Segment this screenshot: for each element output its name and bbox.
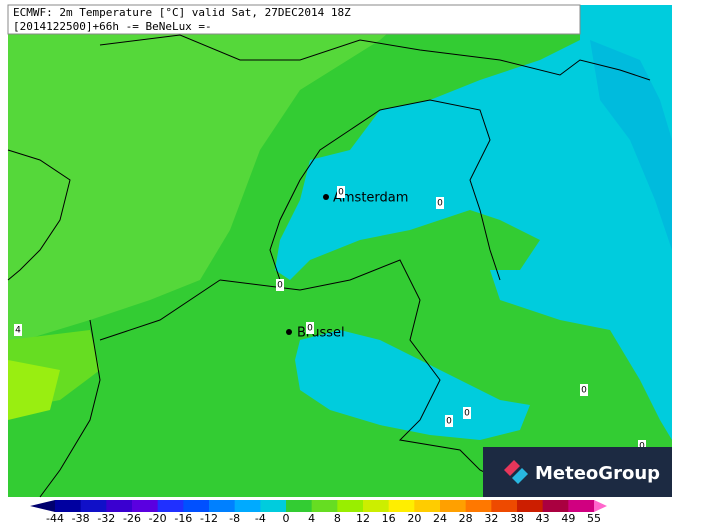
country-border bbox=[219, 259, 521, 491]
contour-label: 0 bbox=[277, 281, 283, 291]
contour-label: 0 bbox=[437, 199, 443, 209]
header-line: ECMWF: 2m Temperature [°C] valid Sat, 27… bbox=[13, 6, 351, 19]
colorbar-segment bbox=[363, 500, 390, 512]
colorbar-tick-label: 20 bbox=[407, 512, 421, 525]
contour-label: 0 bbox=[446, 417, 452, 427]
contour-label: 4 bbox=[15, 326, 21, 336]
coastline bbox=[99, 34, 651, 81]
contour-label-box bbox=[445, 415, 453, 427]
colorbar-segment bbox=[311, 500, 338, 512]
contour-label-box bbox=[463, 407, 471, 419]
colorbar-tick-label: -4 bbox=[255, 512, 266, 525]
colorbar-tick-label: 55 bbox=[587, 512, 601, 525]
colorbar-segment bbox=[414, 500, 441, 512]
colorbar-tick-label: 8 bbox=[334, 512, 341, 525]
colorbar-arrow bbox=[30, 500, 55, 512]
colorbar-tick-label: 49 bbox=[561, 512, 575, 525]
colorbar-segment bbox=[542, 500, 569, 512]
logo-icon bbox=[512, 468, 528, 484]
colorbar-tick-label: -44 bbox=[46, 512, 64, 525]
colorbar-segment bbox=[183, 500, 210, 512]
colorbar-tick-label: -12 bbox=[200, 512, 218, 525]
colorbar-segment bbox=[260, 500, 287, 512]
contour-label: 0 bbox=[464, 409, 470, 419]
country-border bbox=[39, 279, 221, 498]
contour-label-box bbox=[638, 440, 646, 452]
colorbar-tick-label: -8 bbox=[229, 512, 240, 525]
contour-label: 0 bbox=[338, 188, 344, 198]
logo-text: MeteoGroup bbox=[535, 463, 660, 484]
city-dot bbox=[286, 329, 292, 335]
contour-label-box bbox=[337, 186, 345, 198]
warmer-region bbox=[8, 360, 60, 420]
colorbar-tick-label: 16 bbox=[382, 512, 396, 525]
contour-label-box bbox=[580, 384, 588, 396]
logo-icon bbox=[504, 460, 520, 476]
contour-label: 0 bbox=[581, 386, 587, 396]
colorbar-tick-label: 32 bbox=[484, 512, 498, 525]
colorbar-segment bbox=[517, 500, 544, 512]
colorbar-tick-label: 24 bbox=[433, 512, 447, 525]
cold-region-south bbox=[295, 330, 530, 440]
city-label: Brussel bbox=[297, 326, 345, 341]
city-dot bbox=[323, 194, 329, 200]
contour-label-box bbox=[436, 197, 444, 209]
colorbar-segment bbox=[55, 500, 82, 512]
contour-label-box bbox=[276, 279, 284, 291]
colorbar-segment bbox=[132, 500, 159, 512]
colorbar-tick-label: 38 bbox=[510, 512, 524, 525]
colorbar-tick-label: 0 bbox=[283, 512, 290, 525]
contour-label: 0 bbox=[307, 324, 313, 334]
header-line: [2014122500]+66h -= BeNeLux =- bbox=[13, 20, 212, 33]
colorbar-segment bbox=[209, 500, 236, 512]
colorbar-segment bbox=[568, 500, 595, 512]
colorbar-segment bbox=[465, 500, 492, 512]
colorbar-tick-label: 43 bbox=[536, 512, 550, 525]
colorbar-arrow bbox=[594, 500, 607, 512]
colorbar-tick-label: -32 bbox=[97, 512, 115, 525]
colorbar-tick-label: -20 bbox=[149, 512, 167, 525]
city-label: Amsterdam bbox=[333, 191, 408, 206]
colorbar-tick-label: -38 bbox=[72, 512, 90, 525]
colorbar-segment bbox=[388, 500, 415, 512]
colorbar-segment bbox=[440, 500, 467, 512]
contour-label-box bbox=[14, 324, 22, 336]
header-box bbox=[7, 4, 581, 35]
logo-box bbox=[483, 447, 672, 497]
colorbar-tick-label: -26 bbox=[123, 512, 141, 525]
colorbar-tick-label: 28 bbox=[459, 512, 473, 525]
colorbar-segment bbox=[286, 500, 313, 512]
colorbar-segment bbox=[337, 500, 364, 512]
coastline bbox=[7, 149, 71, 281]
colorbar-tick-label: 12 bbox=[356, 512, 370, 525]
colorbar-tick-label: 4 bbox=[308, 512, 315, 525]
colorbar-segment bbox=[80, 500, 107, 512]
cold-region bbox=[275, 5, 672, 440]
contour-label: 0 bbox=[639, 442, 645, 452]
contour-label-box bbox=[306, 322, 314, 334]
colder-region bbox=[590, 40, 672, 250]
sea-region bbox=[8, 5, 420, 345]
colorbar-segment bbox=[106, 500, 133, 512]
colorbar-tick-label: -16 bbox=[174, 512, 192, 525]
colorbar-segment bbox=[491, 500, 518, 512]
coastline bbox=[269, 99, 501, 281]
colorbar-segment bbox=[234, 500, 261, 512]
colorbar-segment bbox=[157, 500, 184, 512]
